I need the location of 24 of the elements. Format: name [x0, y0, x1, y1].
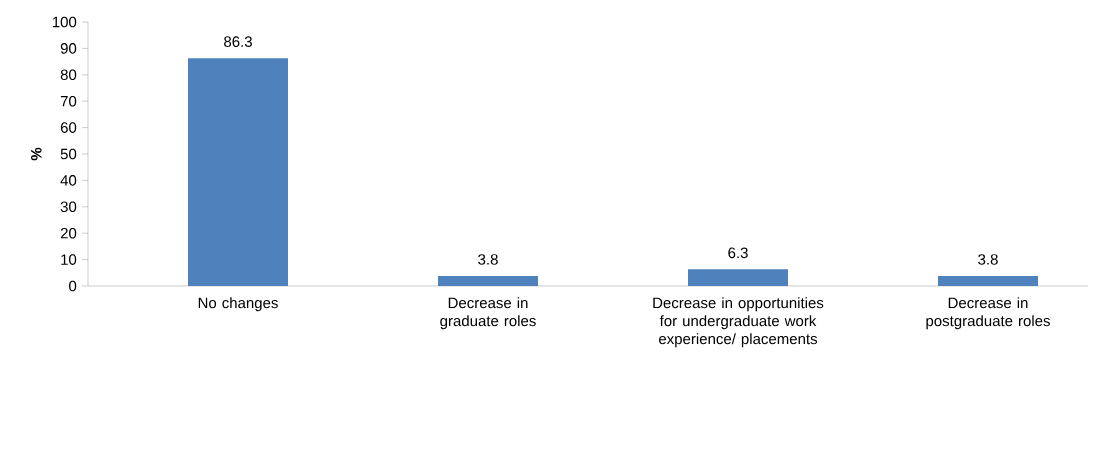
y-tick-label: 0 [69, 280, 77, 292]
y-tick-label: 20 [60, 227, 77, 239]
data-label: 86.3 [224, 36, 252, 47]
y-tick-label: 50 [60, 148, 77, 160]
y-tick-label: 90 [60, 43, 77, 54]
x-tick-label: Decrease in postgraduate roles [926, 297, 1050, 330]
x-tick-label: Decrease in graduate roles [440, 297, 536, 330]
y-tick-label: 30 [60, 201, 77, 213]
y-tick-label: 60 [60, 122, 77, 133]
x-tick-label: No changes [198, 297, 278, 312]
y-tick-label: 40 [60, 175, 77, 186]
bar [688, 269, 788, 286]
data-label: 3.8 [978, 254, 998, 265]
bar [438, 275, 539, 286]
bar [188, 58, 289, 286]
y-tick-label: 10 [61, 254, 77, 265]
bar [938, 275, 1038, 286]
y-tick-label: 80 [60, 69, 77, 81]
x-tick-label: Decrease in opportunities for undergraduate work experience/ placements [653, 297, 824, 348]
y-tick-label: 100 [52, 16, 77, 28]
data-label: 3.8 [478, 254, 498, 265]
y-tick-label: 70 [60, 95, 77, 107]
data-label: 6.3 [728, 247, 748, 259]
y-axis-title: % [31, 147, 42, 161]
